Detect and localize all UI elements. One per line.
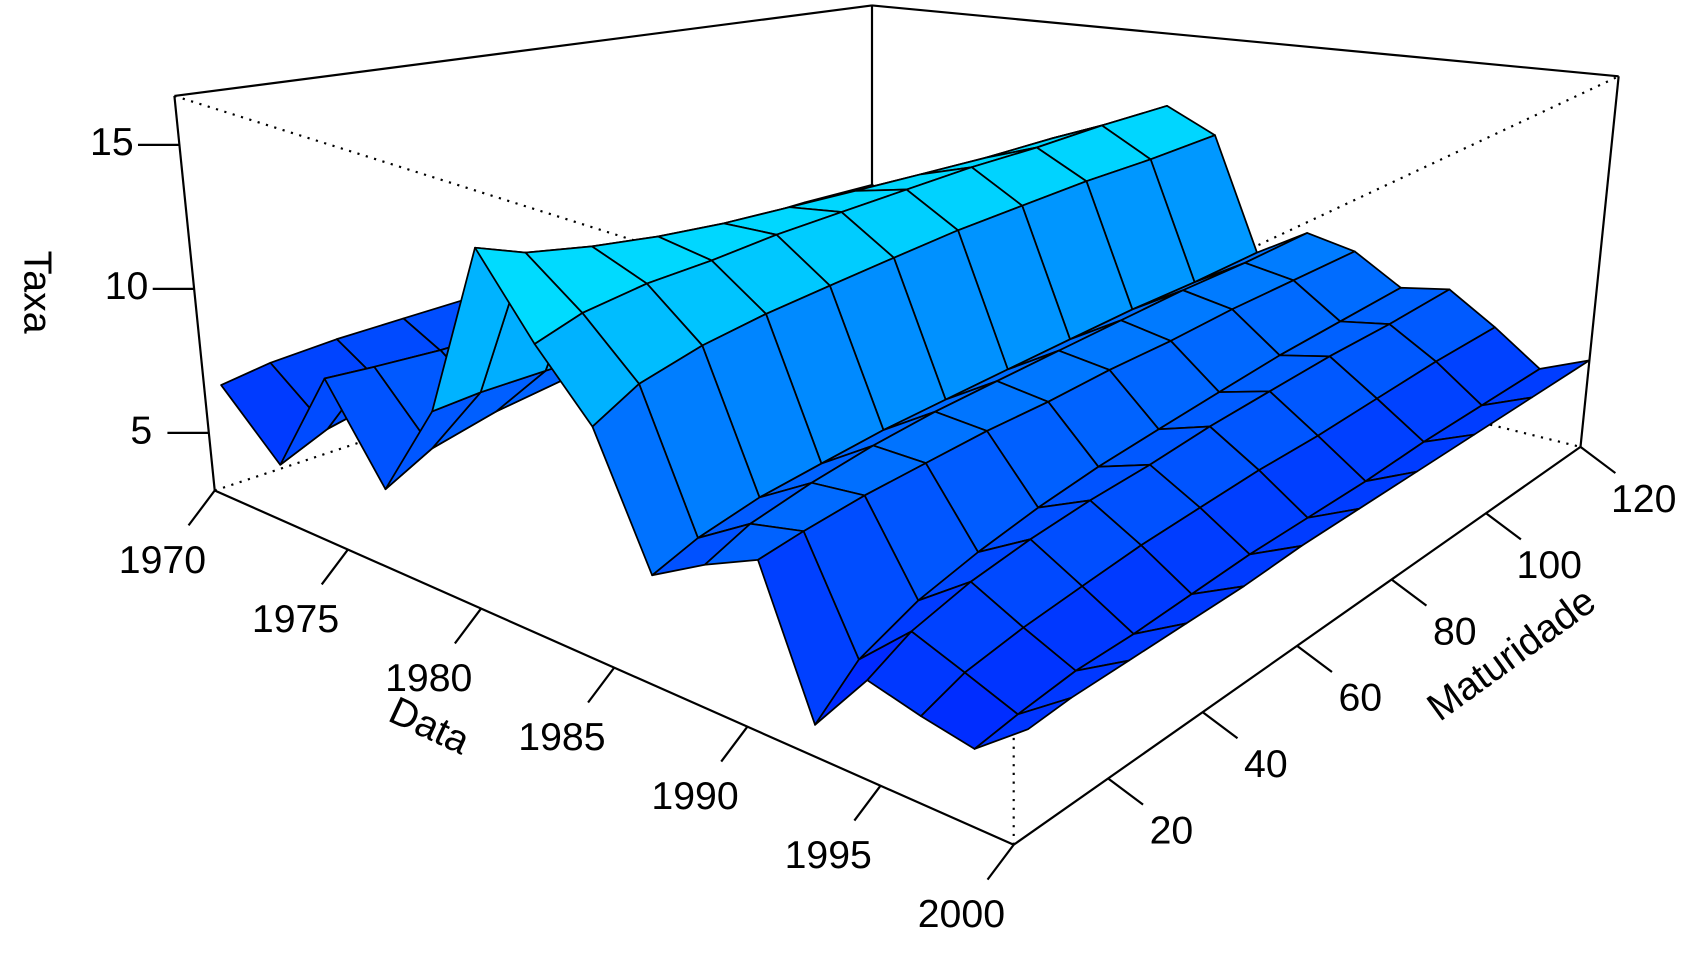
y-tick-label: 120 xyxy=(1611,477,1676,521)
x-tick xyxy=(853,785,882,822)
x-tick xyxy=(986,844,1015,881)
x-tick xyxy=(720,726,749,763)
x-tick-label: 2000 xyxy=(918,892,1005,936)
x-tick-label: 1990 xyxy=(651,774,738,818)
y-tick xyxy=(1485,512,1522,541)
x-tick-label: 1995 xyxy=(785,833,872,877)
z-axis-title: Taxa xyxy=(16,251,60,334)
x-tick-label: 1970 xyxy=(119,538,206,582)
x-tick-label: 1980 xyxy=(385,656,472,700)
x-tick xyxy=(187,489,216,527)
y-tick xyxy=(1579,446,1617,474)
box-edge xyxy=(1579,76,1620,448)
y-tick-label: 80 xyxy=(1433,609,1477,653)
z-tick-label: 15 xyxy=(90,120,134,164)
y-tick xyxy=(1107,777,1144,806)
x-tick xyxy=(454,607,482,645)
box-edge xyxy=(871,4,1619,78)
z-tick-label: 10 xyxy=(105,264,149,308)
z-tick-label: 5 xyxy=(130,408,152,452)
x-tick xyxy=(320,548,349,586)
x-tick-label: 1985 xyxy=(518,715,605,759)
y-tick xyxy=(1390,578,1428,607)
y-tick-label: 60 xyxy=(1338,676,1382,720)
y-tick xyxy=(1201,711,1239,740)
x-tick-label: 1975 xyxy=(252,597,339,641)
box-edge xyxy=(173,95,216,491)
y-axis-title: Maturidade xyxy=(1419,579,1604,730)
y-tick xyxy=(1296,644,1333,673)
box-edge xyxy=(174,4,873,98)
surface-facet xyxy=(973,696,1073,750)
x-tick xyxy=(587,666,616,704)
y-tick-label: 20 xyxy=(1150,808,1194,852)
y-tick-label: 40 xyxy=(1244,742,1288,786)
plot-area: Taxa Data Maturidade 5101519701975198019… xyxy=(16,4,1676,936)
y-tick-label: 100 xyxy=(1517,543,1582,587)
